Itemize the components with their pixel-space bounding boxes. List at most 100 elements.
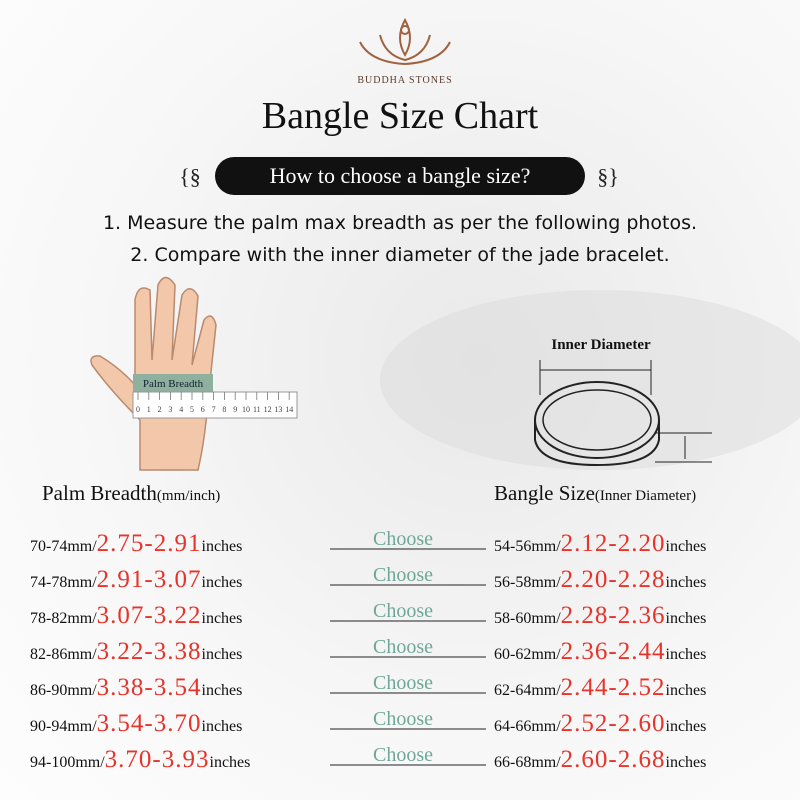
choose-button[interactable]: Choose <box>373 636 433 658</box>
bangle-inches: 2.20-2.28 <box>561 566 666 593</box>
palm-inches: 3.38-3.54 <box>97 674 202 701</box>
palm-size: 86-90mm/3.38-3.54inches <box>30 674 242 701</box>
bangle-unit: inches <box>666 574 707 591</box>
choose-button[interactable]: Choose <box>373 672 433 694</box>
bangle-inches: 2.36-2.44 <box>561 638 666 665</box>
palm-size: 94-100mm/3.70-3.93inches <box>30 746 250 773</box>
column-title: Bangle Size <box>494 481 595 505</box>
ruler-number: 7 <box>212 405 216 414</box>
palm-inches: 3.54-3.70 <box>97 710 202 737</box>
bangle-mm: 56-58mm/ <box>494 574 561 591</box>
choose-button[interactable]: Choose <box>373 708 433 730</box>
palm-inches: 2.91-3.07 <box>97 566 202 593</box>
palm-label-box <box>133 374 213 392</box>
bangle-mm: 66-68mm/ <box>494 754 561 771</box>
column-header: Palm Breadth(mm/inch) <box>42 481 220 505</box>
palm-unit: inches <box>202 574 243 591</box>
bangle-unit: inches <box>666 682 707 699</box>
choose-button[interactable]: Choose <box>373 600 433 622</box>
hand-illustration: Palm Breadth 0 1 2 3 4 5 6 7 8 9 10 11 12 13 14 <box>90 276 298 471</box>
brand: BUDDHA STONES <box>357 75 452 86</box>
ruler-number: 4 <box>179 405 183 414</box>
bangle-label: Inner Diameter <box>551 337 651 353</box>
column-header: Bangle Size(Inner Diameter) <box>494 481 696 505</box>
palm-inches: 3.70-3.93 <box>105 746 210 773</box>
ruler-number: 11 <box>253 405 261 414</box>
bangle-mm: 60-62mm/ <box>494 646 561 663</box>
column-title: Palm Breadth <box>42 481 157 505</box>
bangle-mm: 58-60mm/ <box>494 610 561 627</box>
ruler-number: 5 <box>190 405 194 414</box>
ruler-number: 0 <box>136 405 140 414</box>
palm-inches: 3.22-3.38 <box>97 638 202 665</box>
bangle-size: 64-66mm/2.52-2.60inches <box>494 710 706 737</box>
palm-size: 74-78mm/2.91-3.07inches <box>30 566 242 593</box>
mist <box>380 290 800 470</box>
bangle-inches: 2.60-2.68 <box>561 746 666 773</box>
ruler-number: 9 <box>233 405 237 414</box>
palm-unit: inches <box>202 682 243 699</box>
palm-mm: 70-74mm/ <box>30 538 97 555</box>
palm-unit: inches <box>202 538 243 555</box>
choose-button[interactable]: Choose <box>373 564 433 586</box>
bangle-size: 58-60mm/2.28-2.36inches <box>494 602 706 629</box>
palm-size: 90-94mm/3.54-3.70inches <box>30 710 242 737</box>
logo-icon <box>359 17 451 66</box>
palm-unit: inches <box>202 646 243 663</box>
palm-mm: 86-90mm/ <box>30 682 97 699</box>
palm-mm: 82-86mm/ <box>30 646 97 663</box>
bangle-inches: 2.44-2.52 <box>561 674 666 701</box>
bangle-inches: 2.12-2.20 <box>561 530 666 557</box>
column-unit: (Inner Diameter) <box>595 488 696 504</box>
bangle-mm: 62-64mm/ <box>494 682 561 699</box>
bangle-mm: 54-56mm/ <box>494 538 561 555</box>
palm-inches: 3.07-3.22 <box>97 602 202 629</box>
bangle-size: 66-68mm/2.60-2.68inches <box>494 746 706 773</box>
ornament-right: §} <box>597 164 619 189</box>
bangle-inches: 2.28-2.36 <box>561 602 666 629</box>
palm-size: 78-82mm/3.07-3.22inches <box>30 602 242 629</box>
palm-label: Palm Breadth <box>143 378 204 390</box>
size-table: 70-74mm/2.75-2.91inches Choose 54-56mm/2.1… <box>30 528 706 773</box>
instruction: 2. Compare with the inner diameter of th… <box>130 244 669 266</box>
palm-mm: 74-78mm/ <box>30 574 97 591</box>
ruler-number: 3 <box>168 405 172 414</box>
instruction: 1. Measure the palm max breadth as per t… <box>103 212 697 234</box>
bangle-unit: inches <box>666 718 707 735</box>
palm-unit: inches <box>202 718 243 735</box>
palm-mm: 90-94mm/ <box>30 718 97 735</box>
palm-size: 70-74mm/2.75-2.91inches <box>30 530 242 557</box>
title: Bangle Size Chart <box>262 95 539 137</box>
ruler-number: 6 <box>201 405 205 414</box>
column-unit: (mm/inch) <box>157 488 220 504</box>
bangle-unit: inches <box>666 754 707 771</box>
bangle-unit: inches <box>666 646 707 663</box>
bangle-mm: 64-66mm/ <box>494 718 561 735</box>
palm-unit: inches <box>210 754 251 771</box>
ruler-number: 2 <box>158 405 162 414</box>
bangle-size: 54-56mm/2.12-2.20inches <box>494 530 706 557</box>
choose-button[interactable]: Choose <box>373 744 433 766</box>
bangle-size: 60-62mm/2.36-2.44inches <box>494 638 706 665</box>
ruler-number: 13 <box>274 405 282 414</box>
palm-mm: 94-100mm/ <box>30 754 105 771</box>
ruler-number: 1 <box>147 405 151 414</box>
bangle-size: 56-58mm/2.20-2.28inches <box>494 566 706 593</box>
subtitle-pill <box>215 157 585 195</box>
bangle-size: 62-64mm/2.44-2.52inches <box>494 674 706 701</box>
ruler-number: 12 <box>264 405 272 414</box>
choose-button[interactable]: Choose <box>373 528 433 550</box>
bangle-unit: inches <box>666 538 707 555</box>
ornament-left: {§ <box>179 164 201 189</box>
palm-mm: 78-82mm/ <box>30 610 97 627</box>
bangle-unit: inches <box>666 610 707 627</box>
ruler-number: 10 <box>242 405 250 414</box>
palm-inches: 2.75-2.91 <box>97 530 202 557</box>
palm-unit: inches <box>202 610 243 627</box>
ruler <box>132 391 298 419</box>
ruler-number: 8 <box>222 405 226 414</box>
ruler-number: 14 <box>285 405 293 414</box>
bangle-illustration <box>534 360 712 467</box>
